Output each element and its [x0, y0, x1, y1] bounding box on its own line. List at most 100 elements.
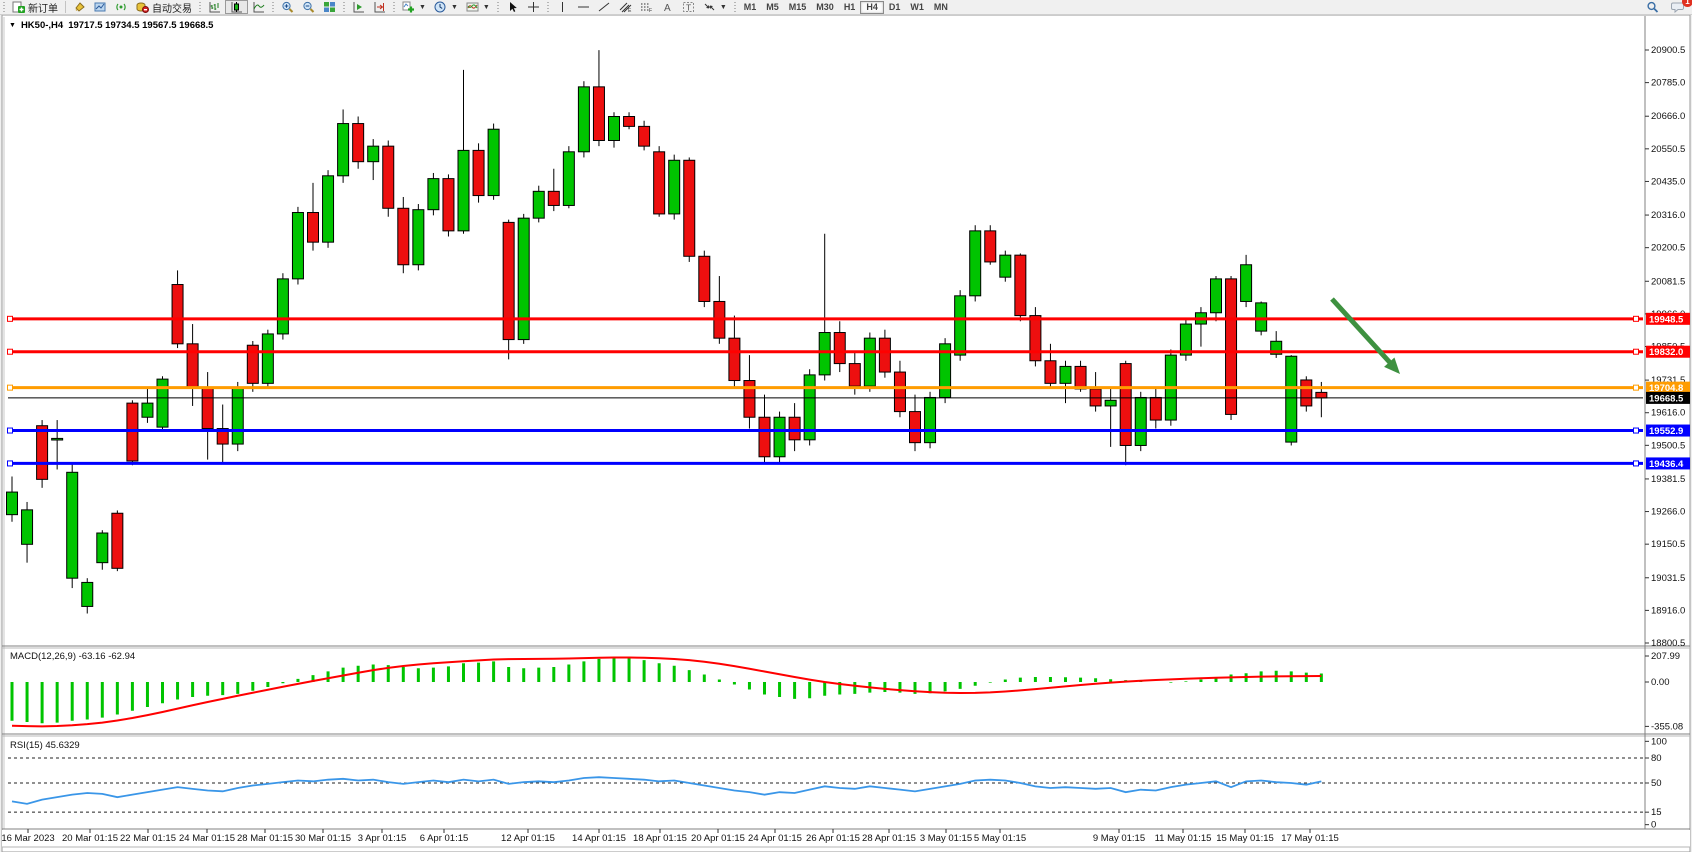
candle — [1240, 254, 1253, 308]
hline-19436.4[interactable]: 19436.4 — [7, 457, 1691, 470]
horizontal-line-icon — [577, 1, 590, 13]
date-tick-label: 24 Apr 01:15 — [748, 833, 802, 844]
collapse-triangle-icon[interactable]: ▼ — [9, 22, 16, 29]
candle — [954, 290, 967, 361]
candle — [623, 112, 636, 130]
signals-button[interactable] — [111, 0, 132, 14]
cursor-button[interactable] — [502, 0, 523, 14]
profiles-button[interactable] — [90, 0, 111, 14]
timeframe-M30[interactable]: M30 — [816, 2, 834, 12]
candle — [337, 109, 350, 183]
svg-text:19832.0: 19832.0 — [1649, 347, 1683, 358]
profiles-icon — [94, 1, 107, 13]
candles-layer — [6, 50, 1328, 614]
styler-button[interactable] — [69, 0, 90, 14]
search-button[interactable] — [1642, 0, 1663, 14]
candle — [803, 369, 816, 446]
tile-windows-icon — [323, 1, 336, 13]
candle — [96, 530, 109, 570]
zoom-out-button[interactable] — [298, 0, 319, 14]
timeframe-H4[interactable]: H4 — [860, 0, 884, 14]
auto-scroll-button[interactable] — [348, 0, 369, 14]
rsi-label: RSI(15) 45.6329 — [10, 740, 80, 751]
candle — [1029, 307, 1042, 367]
toolbar-grip[interactable] — [2, 1, 6, 13]
price-tick-label: 19150.5 — [1651, 539, 1685, 550]
svg-text:-355.08: -355.08 — [1651, 721, 1683, 732]
auto-scroll-icon — [352, 1, 365, 13]
zoom-in-button[interactable] — [277, 0, 298, 14]
date-tick-label: 20 Apr 01:15 — [691, 833, 745, 844]
timeframe-M5[interactable]: M5 — [766, 2, 779, 12]
svg-text:19668.5: 19668.5 — [1649, 393, 1684, 404]
templates-button[interactable]: ▼ — [462, 0, 494, 14]
indicators-button[interactable]: ▼ — [398, 0, 430, 14]
chart-shift-icon — [373, 1, 386, 13]
clock-icon — [434, 1, 447, 13]
autotrade-icon — [136, 1, 149, 13]
date-tick-label: 18 Apr 01:15 — [633, 833, 687, 844]
line-chart-button[interactable] — [248, 0, 269, 14]
signal-icon — [115, 1, 128, 13]
rsi-pane: 100 80 50 15 0 RSI(15) 45.6329 — [8, 736, 1667, 831]
bar-chart-button[interactable] — [204, 0, 225, 14]
candle — [1014, 253, 1027, 322]
hline-19948.5[interactable]: 19948.5 — [7, 312, 1691, 326]
candle — [276, 273, 289, 340]
svg-text:15: 15 — [1651, 807, 1662, 818]
price-flag — [1646, 312, 1690, 325]
candle — [156, 376, 169, 430]
hline-19832.0[interactable]: 19832.0 — [7, 345, 1691, 359]
candle-chart-button[interactable] — [225, 0, 248, 14]
hline-19552.9[interactable]: 19552.9 — [7, 424, 1691, 438]
date-axis[interactable]: 16 Mar 2023 20 Mar 01:15 22 Mar 01:15 24 Ma… — [1, 829, 1690, 848]
text-tool-button[interactable]: A — [657, 0, 678, 14]
candle — [1270, 331, 1283, 358]
fibonacci-tool-button[interactable]: F — [636, 0, 657, 14]
candle — [261, 329, 274, 389]
vline-tool-button[interactable] — [552, 0, 573, 14]
channel-tool-button[interactable]: E — [615, 0, 636, 14]
date-tick-label: 9 May 01:15 — [1093, 833, 1145, 844]
label-tool-button[interactable]: T — [678, 0, 699, 14]
candle — [577, 81, 590, 158]
candle — [171, 270, 184, 349]
timeframe-M1[interactable]: M1 — [743, 2, 757, 12]
timeframe-M15[interactable]: M15 — [788, 2, 807, 12]
date-tick-label: 3 May 01:15 — [920, 833, 972, 844]
arrows-tool-button[interactable]: ▼ — [699, 0, 731, 14]
hline-19704.8[interactable]: 19704.8 — [7, 381, 1691, 395]
tile-windows-button[interactable] — [319, 0, 340, 14]
hline-tool-button[interactable] — [573, 0, 594, 14]
candle — [788, 403, 801, 452]
candle — [698, 250, 711, 308]
trendline-tool-button[interactable] — [594, 0, 615, 14]
candle — [939, 338, 952, 404]
timeframe-H1[interactable]: H1 — [843, 2, 856, 12]
candle — [924, 391, 937, 449]
chart-shift-button[interactable] — [369, 0, 390, 14]
svg-text:19704.8: 19704.8 — [1649, 383, 1683, 394]
annotation-arrow[interactable] — [1330, 297, 1400, 374]
bar-chart-icon — [208, 1, 221, 13]
periods-button[interactable]: ▼ — [430, 0, 462, 14]
timeframe-W1[interactable]: W1 — [910, 2, 924, 12]
new-order-button[interactable]: 新订单 — [8, 0, 62, 15]
candle — [216, 404, 229, 463]
vertical-line-icon — [556, 1, 569, 13]
date-tick-label: 15 May 01:15 — [1216, 833, 1274, 844]
chat-button[interactable]: 1 — [1667, 0, 1692, 14]
candle — [818, 233, 831, 381]
crosshair-button[interactable] — [523, 0, 544, 14]
svg-text:19436.4: 19436.4 — [1649, 459, 1684, 470]
autotrade-button[interactable]: 自动交易 — [132, 0, 196, 15]
candle — [412, 204, 425, 271]
price-tick-label: 19031.5 — [1651, 573, 1685, 584]
timeframe-MN[interactable]: MN — [933, 2, 948, 12]
date-tick-label: 3 Apr 01:15 — [358, 833, 407, 844]
zoom-in-icon — [281, 1, 294, 13]
candle — [322, 170, 335, 248]
timeframe-D1[interactable]: D1 — [888, 2, 901, 12]
